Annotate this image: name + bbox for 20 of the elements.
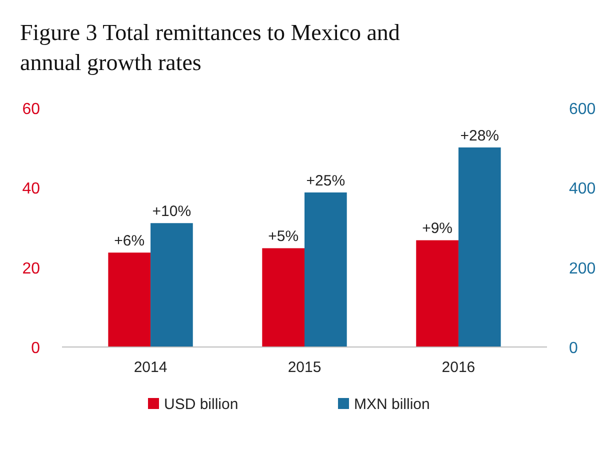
x-tick-label: 2016 <box>442 359 476 376</box>
y2-tick-label: 400 <box>569 180 596 198</box>
x-tick-label: 2014 <box>134 359 168 376</box>
legend-label: USD billion <box>164 396 238 413</box>
y2-tick-label: 0 <box>569 340 578 357</box>
x-tick-label: 2015 <box>288 359 322 376</box>
annotation: +25% <box>306 172 346 190</box>
y-tick-label: 40 <box>22 180 40 198</box>
y2-tick-label: 200 <box>569 260 596 278</box>
annotation: +9% <box>422 220 453 238</box>
legend-label: MXN billion <box>354 396 430 413</box>
y2-tick-label: 600 <box>569 101 596 118</box>
annotation: +6% <box>114 232 145 250</box>
y-tick-label: 60 <box>22 101 40 118</box>
annotation: +5% <box>268 228 299 246</box>
chart-title: Figure 3 Total remittances to Mexico and annual growth rates <box>20 20 400 75</box>
annotation: +28% <box>460 127 500 144</box>
y-tick-label: 20 <box>22 260 40 278</box>
y-tick-label: 0 <box>31 340 40 357</box>
annotation: +10% <box>152 203 192 220</box>
